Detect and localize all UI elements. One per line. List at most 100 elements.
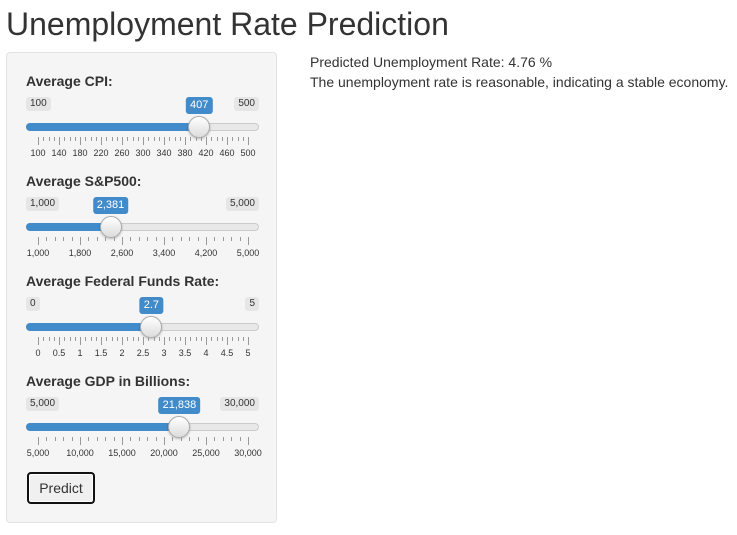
slider-handle[interactable] xyxy=(140,316,163,338)
slider-min-label: 0 xyxy=(26,297,40,311)
minor-tick xyxy=(70,337,71,341)
minor-tick xyxy=(49,137,50,141)
minor-tick xyxy=(49,337,50,341)
tick-label: 5,000 xyxy=(26,448,50,458)
tick-label: 380 xyxy=(177,148,193,158)
major-tick xyxy=(164,337,165,345)
minor-tick xyxy=(172,437,173,441)
minor-tick xyxy=(190,137,191,141)
minor-tick xyxy=(169,137,170,141)
minor-tick xyxy=(85,137,86,141)
tick-label: 4 xyxy=(203,348,209,358)
minor-tick xyxy=(223,237,224,241)
minor-tick xyxy=(169,337,170,341)
tick-label: 140 xyxy=(51,148,67,158)
tick-label: 0.5 xyxy=(52,348,66,358)
minor-tick xyxy=(127,337,128,341)
slider-fill xyxy=(26,323,152,331)
minor-tick xyxy=(189,237,190,241)
minor-tick xyxy=(231,237,232,241)
slider-value-bubble: 21,838 xyxy=(158,397,201,414)
tick-label: 1 xyxy=(77,348,83,358)
minor-tick xyxy=(133,137,134,141)
minor-tick xyxy=(46,237,47,241)
prediction-text: Predicted Unemployment Rate: 4.76 % xyxy=(310,54,553,70)
major-tick xyxy=(101,137,102,145)
major-tick xyxy=(185,137,186,145)
minor-tick xyxy=(154,337,155,341)
minor-tick xyxy=(127,137,128,141)
tick-label: 1.5 xyxy=(94,348,108,358)
minor-tick xyxy=(180,137,181,141)
minor-tick xyxy=(70,137,71,141)
slider-min-label: 1,000 xyxy=(26,197,60,211)
major-tick xyxy=(206,437,207,445)
major-tick xyxy=(248,237,249,245)
tick-label: 260 xyxy=(114,148,130,158)
tick-label: 5,000 xyxy=(236,248,260,258)
slider-label: Average Federal Funds Rate: xyxy=(26,273,220,289)
minor-tick xyxy=(238,137,239,141)
slider-handle[interactable] xyxy=(168,416,191,438)
minor-tick xyxy=(64,337,65,341)
tick-label: 30,000 xyxy=(234,448,262,458)
minor-tick xyxy=(63,237,64,241)
major-tick xyxy=(227,137,228,145)
minor-tick xyxy=(55,237,56,241)
slider-group-fed-funds: Average Federal Funds Rate: 0 5 2.7 0 0.5… xyxy=(7,273,278,363)
minor-tick xyxy=(105,437,106,441)
minor-tick xyxy=(159,337,160,341)
major-tick xyxy=(59,337,60,345)
major-tick xyxy=(206,337,207,345)
minor-tick xyxy=(147,437,148,441)
tick-label: 100 xyxy=(30,148,46,158)
tick-label: 4.5 xyxy=(220,348,234,358)
tick-label: 4,200 xyxy=(194,248,218,258)
slider-max-label: 30,000 xyxy=(220,397,259,411)
slider-handle[interactable] xyxy=(188,116,211,138)
predict-button[interactable]: Predict xyxy=(27,472,95,504)
minor-tick xyxy=(217,137,218,141)
tick-label: 5 xyxy=(245,348,251,358)
slider-value-bubble: 407 xyxy=(185,97,213,114)
minor-tick xyxy=(148,137,149,141)
minor-tick xyxy=(117,337,118,341)
minor-tick xyxy=(106,137,107,141)
minor-tick xyxy=(114,237,115,241)
minor-tick xyxy=(114,437,115,441)
minor-tick xyxy=(156,437,157,441)
minor-tick xyxy=(232,337,233,341)
tick-label: 2,600 xyxy=(110,248,134,258)
minor-tick xyxy=(240,437,241,441)
minor-tick xyxy=(97,237,98,241)
minor-tick xyxy=(112,337,113,341)
tick-label: 20,000 xyxy=(150,448,178,458)
tick-label: 25,000 xyxy=(192,448,220,458)
minor-tick xyxy=(154,137,155,141)
minor-tick xyxy=(156,237,157,241)
minor-tick xyxy=(211,337,212,341)
slider-ticks: 5,000 10,000 15,000 20,000 25,000 30,000 xyxy=(7,437,278,463)
major-tick xyxy=(38,237,39,245)
slider-handle[interactable] xyxy=(99,216,122,238)
minor-tick xyxy=(238,337,239,341)
minor-tick xyxy=(139,237,140,241)
major-tick xyxy=(248,337,249,345)
tick-label: 180 xyxy=(72,148,88,158)
minor-tick xyxy=(243,337,244,341)
major-tick xyxy=(101,337,102,345)
major-tick xyxy=(185,337,186,345)
slider-ticks: 1,000 1,800 2,600 3,400 4,200 5,000 xyxy=(7,237,278,263)
tick-label: 15,000 xyxy=(108,448,136,458)
minor-tick xyxy=(96,337,97,341)
minor-tick xyxy=(181,437,182,441)
minor-tick xyxy=(198,437,199,441)
tick-label: 10,000 xyxy=(66,448,94,458)
minor-tick xyxy=(138,137,139,141)
minor-tick xyxy=(43,137,44,141)
slider-max-label: 500 xyxy=(234,97,259,111)
minor-tick xyxy=(222,137,223,141)
major-tick xyxy=(38,137,39,145)
minor-tick xyxy=(159,137,160,141)
major-tick xyxy=(164,437,165,445)
